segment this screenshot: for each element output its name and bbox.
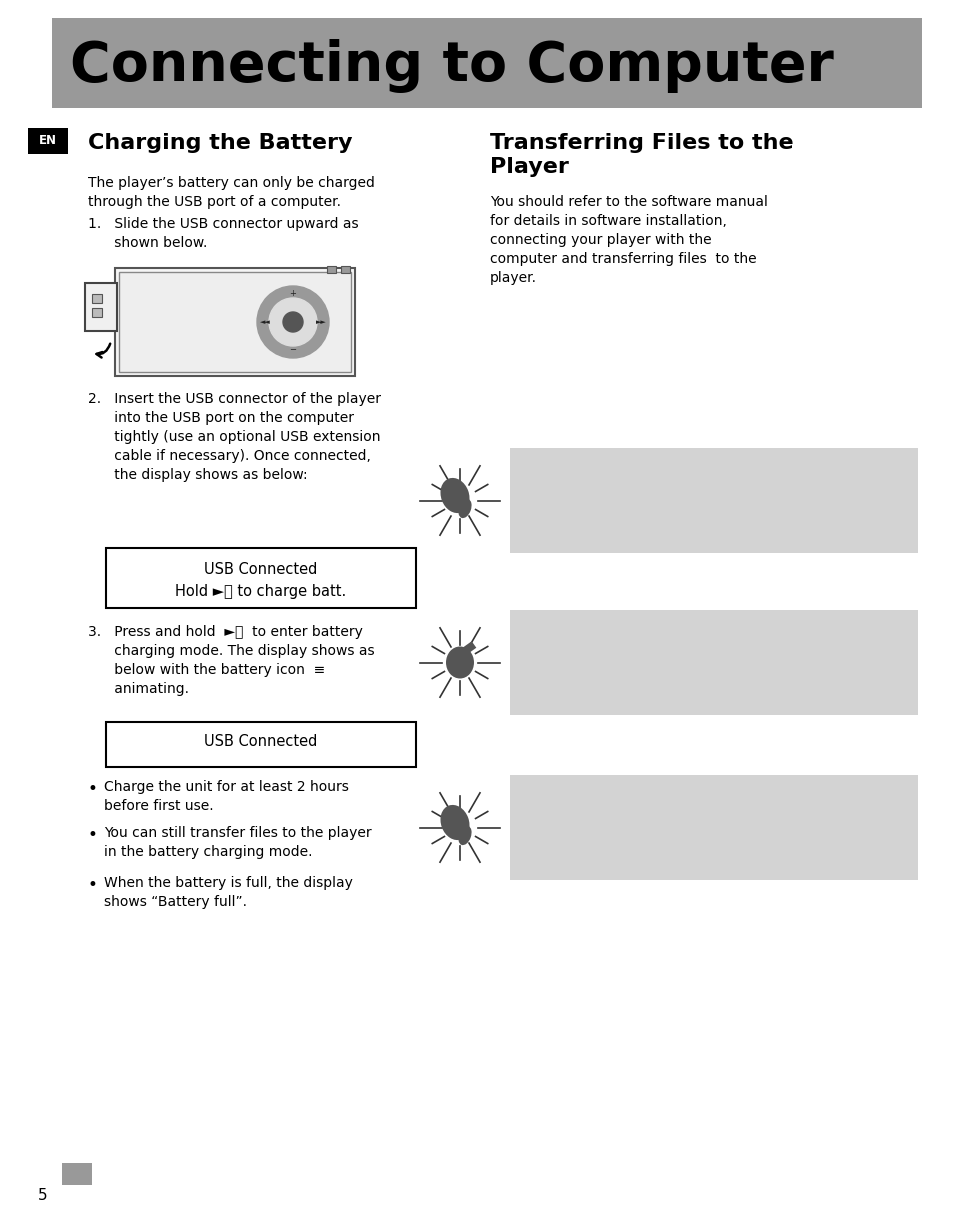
FancyArrow shape — [457, 642, 476, 657]
Text: Player: Player — [490, 157, 568, 177]
Text: 2.   Insert the USB connector of the player
      into the USB port on the compu: 2. Insert the USB connector of the playe… — [88, 392, 380, 482]
Bar — [28, 128, 68, 154]
Text: •: • — [88, 780, 98, 798]
Bar — [62, 1163, 91, 1185]
Text: ◄◄: ◄◄ — [259, 320, 270, 324]
Circle shape — [283, 312, 303, 332]
Circle shape — [269, 298, 316, 346]
Circle shape — [256, 286, 329, 358]
Ellipse shape — [440, 804, 469, 840]
Bar — [106, 548, 416, 608]
Bar — [91, 294, 102, 303]
Text: 3.   Press and hold  ►⏸  to enter battery
      charging mode. The display shows: 3. Press and hold ►⏸ to enter battery ch… — [88, 625, 375, 696]
Text: 1.   Slide the USB connector upward as
      shown below.: 1. Slide the USB connector upward as sho… — [88, 217, 358, 250]
Text: Charge the unit for at least 2 hours
before first use.: Charge the unit for at least 2 hours bef… — [104, 780, 349, 813]
Bar — [106, 722, 416, 767]
Text: •: • — [88, 876, 98, 894]
Text: ►►: ►► — [315, 320, 326, 324]
Bar — [510, 775, 917, 880]
Bar — [510, 610, 917, 714]
Text: When the battery is full, the display
shows “Battery full”.: When the battery is full, the display sh… — [104, 876, 353, 909]
Bar — [91, 307, 102, 317]
Text: 5: 5 — [38, 1188, 48, 1203]
Text: +: + — [290, 289, 296, 299]
Text: USB Connected: USB Connected — [204, 563, 317, 577]
Ellipse shape — [440, 477, 469, 513]
Bar — [115, 269, 355, 375]
Text: USB Connected: USB Connected — [204, 734, 317, 748]
Bar — [340, 266, 350, 273]
Text: You should refer to the software manual
for details in software installation,
co: You should refer to the software manual … — [490, 194, 767, 284]
Ellipse shape — [458, 499, 471, 518]
Text: Hold ►⏸ to charge batt.: Hold ►⏸ to charge batt. — [175, 584, 346, 599]
Ellipse shape — [446, 646, 474, 678]
Text: −: − — [289, 345, 296, 355]
Text: You can still transfer files to the player
in the battery charging mode.: You can still transfer files to the play… — [104, 826, 372, 859]
Bar — [510, 448, 917, 553]
Bar — [327, 266, 335, 273]
Text: •: • — [88, 826, 98, 844]
Text: The player’s battery can only be charged
through the USB port of a computer.: The player’s battery can only be charged… — [88, 176, 375, 209]
Bar — [52, 18, 921, 108]
Ellipse shape — [458, 826, 471, 846]
Bar — [85, 283, 117, 330]
Bar — [119, 272, 351, 372]
Text: Connecting to Computer: Connecting to Computer — [70, 39, 833, 94]
Text: Charging the Battery: Charging the Battery — [88, 132, 352, 153]
Text: EN: EN — [39, 135, 57, 147]
Text: Transferring Files to the: Transferring Files to the — [490, 132, 793, 153]
